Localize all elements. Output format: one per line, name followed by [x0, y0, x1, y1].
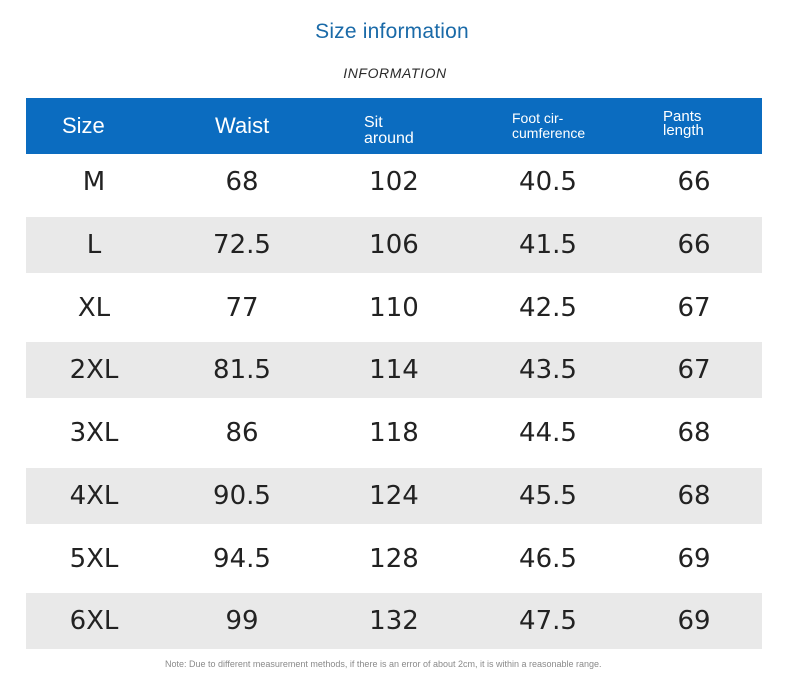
cell-waist: 68 — [225, 167, 259, 197]
cell-sit-around: 110 — [369, 292, 419, 323]
cell-pants: 67 — [677, 292, 711, 323]
cell-pants: 67 — [677, 355, 711, 386]
header-sit-around-line1: Sit — [364, 114, 383, 131]
table-row: 2XL 81.5 114 43.5 67 — [26, 342, 762, 405]
cell-pants: 68 — [677, 418, 711, 448]
cell-pants: 69 — [677, 606, 711, 637]
size-table: Size Waist Sit around Foot cir- cumferen… — [26, 98, 762, 656]
header-foot-line2: cumference — [512, 125, 586, 141]
page-subtitle: INFORMATION — [343, 65, 447, 81]
header-pants-line1: Pants — [663, 108, 702, 125]
row-shade — [26, 342, 762, 399]
table-row: 4XL 90.5 124 45.5 68 — [26, 467, 762, 531]
table-row: L 72.5 106 41.5 66 — [26, 216, 762, 280]
cell-waist: 81.5 — [213, 355, 271, 386]
cell-foot: 40.5 — [519, 167, 577, 197]
table-row: 3XL 86 118 44.5 68 — [26, 405, 762, 468]
row-shade — [26, 593, 762, 650]
cell-foot: 46.5 — [519, 543, 577, 574]
cell-pants: 68 — [677, 480, 711, 511]
cell-waist: 99 — [225, 606, 259, 637]
cell-size: XL — [77, 292, 111, 323]
cell-pants: 69 — [677, 543, 711, 574]
header-sit-around: Sit around — [364, 103, 414, 159]
row-shade — [26, 216, 762, 273]
cell-sit-around: 128 — [369, 543, 419, 574]
cell-waist: 90.5 — [213, 480, 271, 511]
cell-sit-around: 106 — [369, 229, 419, 260]
cell-sit-around: 102 — [369, 167, 419, 197]
cell-foot: 43.5 — [519, 355, 577, 386]
table-body: M 68 102 40.5 66 L 72.5 106 41.5 66 XL 7… — [26, 154, 762, 656]
cell-size: 6XL — [69, 606, 119, 637]
cell-sit-around: 114 — [369, 355, 419, 386]
header-sit-around-line2: around — [364, 130, 414, 147]
header-foot-circumference: Foot cir- cumference — [512, 98, 585, 154]
cell-size: L — [86, 229, 102, 260]
header-size: Size — [62, 113, 105, 138]
cell-size: 4XL — [69, 480, 119, 511]
table-row: M 68 102 40.5 66 — [26, 154, 762, 217]
table-header: Size Waist Sit around Foot cir- cumferen… — [26, 98, 762, 154]
header-foot-line1: Foot cir- — [512, 110, 564, 126]
measurement-note: Note: Due to different measurement metho… — [165, 659, 602, 669]
table-row: 5XL 94.5 128 46.5 69 — [26, 531, 762, 594]
cell-size: 3XL — [69, 418, 119, 448]
cell-waist: 86 — [225, 418, 259, 448]
header-pants-length: Pants length — [663, 96, 704, 152]
table-row: XL 77 110 42.5 67 — [26, 280, 762, 343]
cell-waist: 77 — [225, 292, 259, 323]
cell-pants: 66 — [677, 167, 711, 197]
cell-foot: 47.5 — [519, 606, 577, 637]
cell-sit-around: 124 — [369, 480, 419, 511]
cell-size: 5XL — [69, 543, 119, 574]
table-row: 6XL 99 132 47.5 69 — [26, 593, 762, 656]
cell-pants: 66 — [677, 229, 711, 260]
cell-foot: 42.5 — [519, 292, 577, 323]
cell-waist: 72.5 — [213, 229, 271, 260]
cell-size: 2XL — [69, 355, 119, 386]
cell-foot: 45.5 — [519, 480, 577, 511]
cell-waist: 94.5 — [213, 543, 271, 574]
cell-foot: 41.5 — [519, 229, 577, 260]
cell-size: M — [82, 167, 106, 197]
row-shade — [26, 467, 762, 524]
header-waist: Waist — [215, 113, 270, 138]
cell-foot: 44.5 — [519, 418, 577, 448]
header-pants-line2: length — [663, 122, 704, 139]
page-title: Size information — [315, 20, 469, 43]
cell-sit-around: 118 — [369, 418, 419, 448]
cell-sit-around: 132 — [369, 606, 419, 637]
